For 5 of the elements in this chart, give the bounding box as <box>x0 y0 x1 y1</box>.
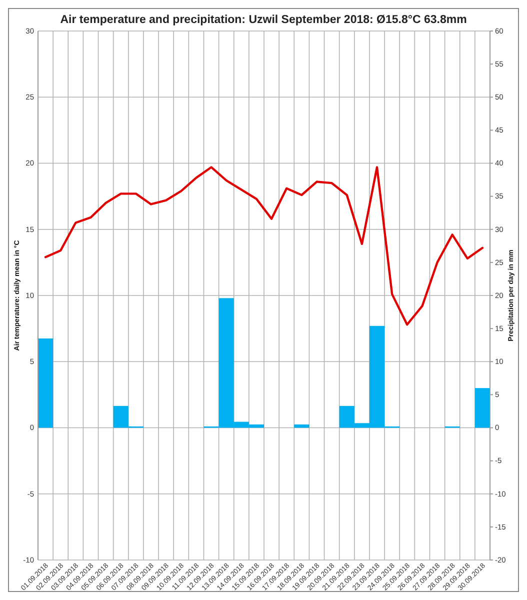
chart-title: Air temperature and precipitation: Uzwil September 2018: Ø15.8°C 63.8mm <box>60 14 467 26</box>
bar <box>474 388 490 428</box>
bar <box>294 424 310 428</box>
line-series <box>44 166 484 326</box>
bar <box>38 338 54 428</box>
